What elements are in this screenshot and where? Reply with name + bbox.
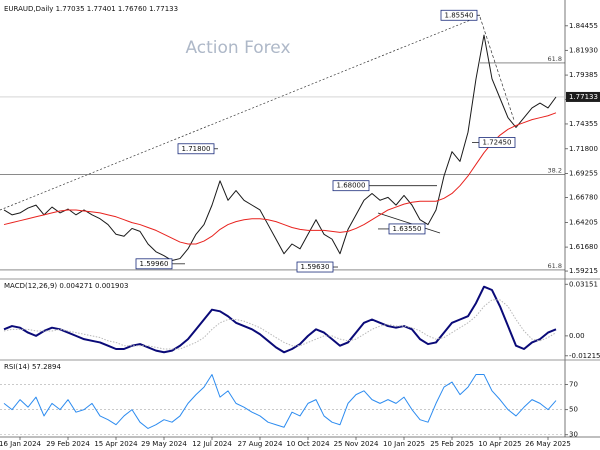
annotation-label: 1.59630 [301, 263, 330, 271]
x-tick-label: 27 Aug 2024 [238, 440, 283, 448]
fib-label: 38.2 [548, 167, 562, 175]
y-tick-label: 1.74355 [569, 120, 598, 128]
y-tick-label: 0.03151 [569, 280, 598, 288]
y-tick-label: 1.59215 [569, 267, 598, 275]
x-tick-label: 25 Nov 2024 [334, 440, 379, 448]
annotation-label: 1.63550 [393, 225, 422, 233]
y-tick-label: 1.61680 [569, 243, 598, 251]
annotation-label: 1.72450 [483, 138, 512, 146]
annotation-box [332, 180, 370, 192]
watermark: Action Forex [185, 38, 290, 58]
trend-line [479, 16, 515, 121]
annotation-box [296, 261, 334, 273]
panel-title: RSI(14) 57.2894 [4, 363, 61, 371]
y-tick-label: 1.69255 [569, 170, 598, 178]
x-tick-label: 26 May 2025 [525, 440, 571, 448]
annotation-box [478, 137, 516, 148]
annotation-box [177, 143, 215, 155]
annotation-box [388, 223, 426, 235]
annotation-label: 1.59960 [140, 260, 169, 268]
trend-line [377, 212, 441, 234]
y-tick-label: 1.84455 [569, 22, 598, 30]
y-tick-label: 1.71800 [569, 145, 598, 153]
x-tick-label: 29 May 2024 [141, 440, 187, 448]
annotation-box [440, 9, 478, 21]
y-tick-label: 1.64205 [569, 219, 598, 227]
y-tick-label: 1.79385 [569, 71, 598, 79]
y-tick-label: 30 [569, 431, 578, 439]
x-tick-label: 16 Jan 2024 [0, 440, 42, 448]
series-line [3, 285, 557, 354]
x-tick-label: 15 Apr 2024 [94, 440, 138, 448]
x-tick-label: 25 Feb 2025 [430, 440, 474, 448]
annotation-label: 1.85540 [445, 11, 474, 19]
series-line [3, 34, 557, 262]
y-tick-label: 1.81930 [569, 46, 598, 54]
panel-title: MACD(12,26,9) 0.004271 0.001903 [4, 282, 128, 290]
trend-line [0, 16, 479, 211]
y-tick-label: 1.66780 [569, 194, 598, 202]
fib-label: 61.8 [548, 55, 562, 63]
x-tick-label: 29 Feb 2024 [46, 440, 90, 448]
y-tick-label: 0.00 [569, 332, 585, 340]
x-tick-label: 10 Apr 2025 [478, 440, 521, 448]
x-tick-label: 12 Jul 2024 [192, 440, 232, 448]
panel-title: EURAUD,Daily 1.77035 1.77401 1.76760 1.7… [4, 5, 178, 13]
series-line [3, 299, 557, 350]
annotation-label: 1.68000 [337, 182, 366, 190]
series-line [3, 112, 557, 245]
x-tick-label: 10 Oct 2024 [286, 440, 330, 448]
y-tick-label: -0.012158 [569, 352, 600, 360]
last-price-box [566, 91, 600, 102]
last-price-label: 1.77133 [569, 93, 598, 101]
fib-label: 61.8 [548, 262, 562, 270]
y-tick-label: 50 [569, 406, 578, 414]
annotation-box [135, 258, 173, 270]
annotation-label: 1.71800 [182, 145, 211, 153]
x-tick-label: 10 Jan 2025 [383, 440, 425, 448]
series-line [3, 374, 557, 429]
y-tick-label: 70 [569, 381, 578, 389]
